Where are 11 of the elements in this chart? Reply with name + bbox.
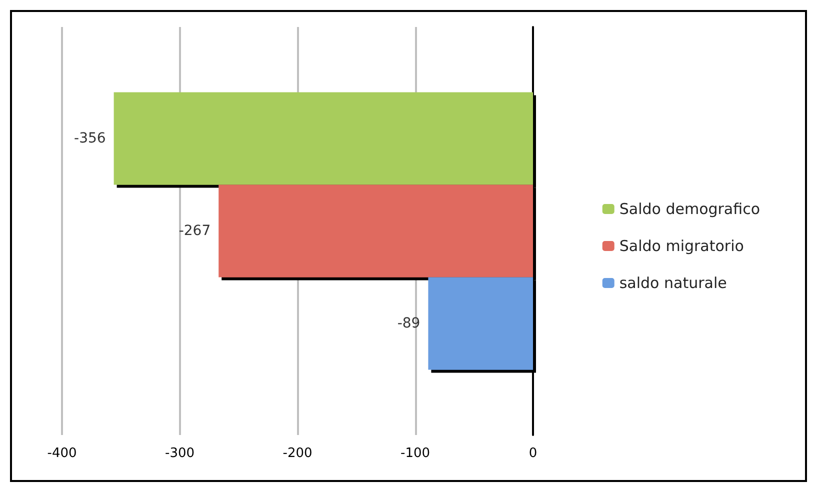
x-tick-label: -100 <box>400 446 430 461</box>
legend-label: Saldo migratorio <box>619 237 744 255</box>
legend-label: saldo naturale <box>619 274 727 292</box>
x-tick-label: -400 <box>47 446 77 461</box>
x-tick-label: 0 <box>528 446 538 461</box>
legend-label: Saldo demografico <box>619 200 760 218</box>
data-label: -356 <box>74 130 106 147</box>
data-label: -267 <box>178 223 211 239</box>
data-label: -89 <box>397 315 420 332</box>
x-tick-label: -300 <box>164 446 195 461</box>
x-tick-label: -200 <box>282 446 312 461</box>
